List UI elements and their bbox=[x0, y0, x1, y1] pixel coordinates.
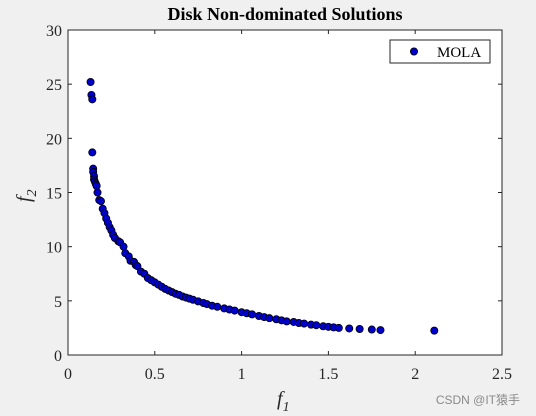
y-tick-label: 10 bbox=[46, 240, 62, 257]
data-point bbox=[300, 319, 309, 328]
y-axis-ticks: 0 5 10 15 20 25 30 bbox=[46, 23, 502, 365]
legend-marker bbox=[409, 47, 418, 56]
legend: MOLA bbox=[389, 39, 491, 64]
data-point bbox=[282, 317, 291, 326]
watermark: CSDN @IT猿手 bbox=[436, 392, 520, 407]
data-point bbox=[312, 321, 321, 330]
y-tick-label: 15 bbox=[46, 186, 62, 203]
legend-label: MOLA bbox=[437, 45, 481, 61]
x-tick-label: 1 bbox=[238, 366, 246, 383]
data-point bbox=[355, 324, 364, 333]
y-tick-label: 25 bbox=[46, 77, 62, 94]
data-point bbox=[213, 302, 222, 311]
x-axis-ticks: 0 0.5 1 1.5 2 2.5 bbox=[64, 30, 512, 383]
x-tick-label: 2.5 bbox=[492, 366, 512, 383]
data-point bbox=[93, 188, 102, 197]
data-point bbox=[345, 324, 354, 333]
x-tick-label: 0 bbox=[64, 366, 72, 383]
y-axis-label-sub: 2 bbox=[25, 189, 40, 196]
legend-box bbox=[389, 39, 491, 64]
plot-area bbox=[67, 29, 503, 356]
data-point bbox=[367, 325, 376, 334]
data-point bbox=[119, 242, 128, 251]
y-tick-label: 5 bbox=[54, 294, 62, 311]
x-axis-label-main: f bbox=[277, 388, 285, 410]
data-point bbox=[265, 314, 274, 323]
x-axis-label-sub: 1 bbox=[283, 400, 290, 415]
data-point bbox=[430, 326, 439, 335]
y-tick-label: 30 bbox=[46, 23, 62, 40]
data-point bbox=[88, 148, 97, 157]
data-point bbox=[334, 323, 343, 332]
data-point bbox=[88, 95, 97, 104]
data-point bbox=[86, 78, 95, 87]
data-point bbox=[248, 310, 257, 319]
y-tick-label: 20 bbox=[46, 131, 62, 148]
chart-title: Disk Non-dominated Solutions bbox=[167, 4, 402, 24]
y-tick-label: 0 bbox=[54, 348, 62, 365]
x-tick-label: 2 bbox=[411, 366, 419, 383]
y-axis-label-main: f bbox=[13, 194, 35, 202]
x-tick-label: 1.5 bbox=[318, 366, 338, 383]
x-axis-label: f1 bbox=[277, 388, 290, 415]
data-point bbox=[92, 181, 101, 190]
y-axis-label: f2 bbox=[13, 189, 40, 202]
data-point bbox=[96, 197, 105, 206]
scatter-series-mola bbox=[86, 78, 439, 335]
data-point bbox=[376, 326, 385, 335]
x-tick-label: 0.5 bbox=[145, 366, 165, 383]
data-point bbox=[230, 306, 239, 315]
